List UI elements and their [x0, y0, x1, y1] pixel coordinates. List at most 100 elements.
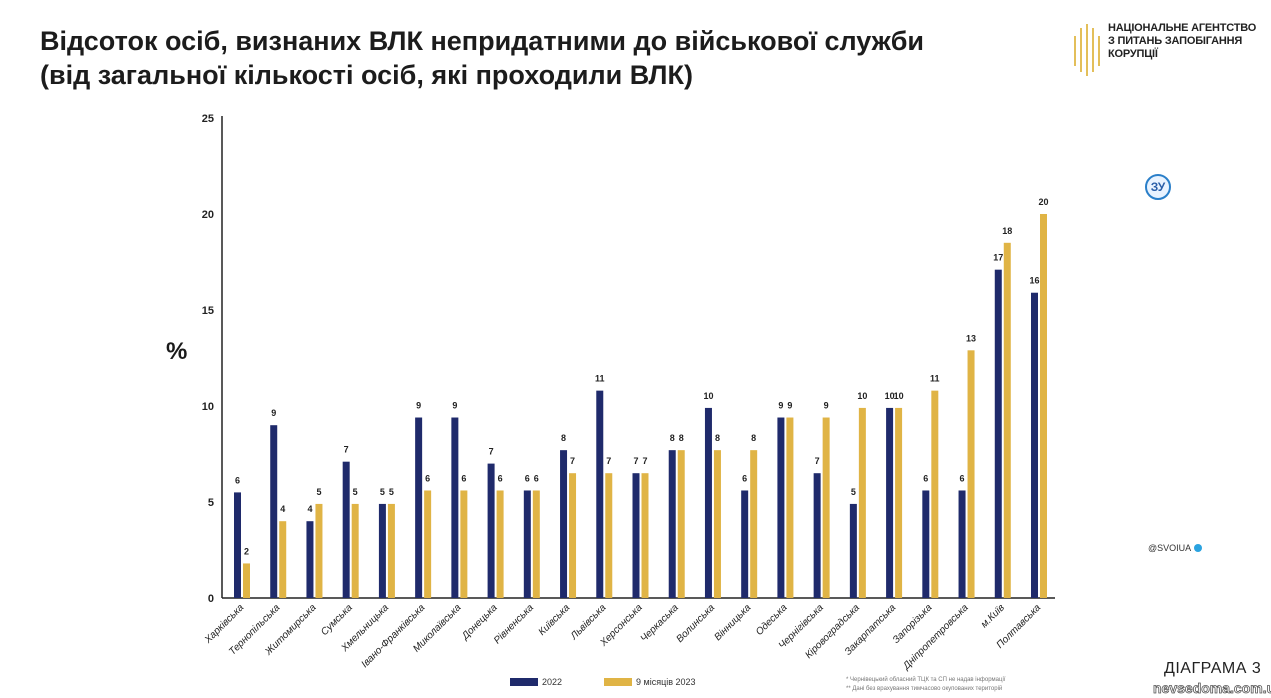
data-label: 17 [993, 253, 1003, 263]
data-label: 10 [703, 391, 713, 401]
nazk-logo: НАЦІОНАЛЬНЕ АГЕНТСТВО З ПИТАНЬ ЗАПОБІГАН… [1072, 22, 1256, 78]
footnotes: * Чернівецький обласний ТЦК та СП не над… [846, 676, 1005, 694]
data-label: 16 [1029, 276, 1039, 286]
data-label: 5 [389, 487, 394, 497]
bar-2022 [704, 407, 712, 598]
bar-2023 [1040, 214, 1047, 598]
bar-2022 [741, 490, 749, 598]
data-label: 7 [606, 456, 611, 466]
social-handle: @SVOIUA [1148, 543, 1203, 553]
bar-2022 [560, 450, 568, 598]
logo-line: НАЦІОНАЛЬНЕ АГЕНТСТВО [1108, 22, 1257, 34]
legend: 2022 9 місяців 2023 [510, 677, 696, 687]
x-tick-label: Дніпропетровська [900, 602, 970, 672]
data-label: 6 [498, 473, 503, 483]
bar-2023 [460, 490, 468, 598]
bar-2023 [351, 503, 359, 598]
bar-2022 [596, 390, 604, 598]
bar-2023 [750, 450, 758, 598]
legend-swatch-2023 [604, 678, 633, 686]
data-label: 9 [787, 401, 792, 411]
x-tick-label: Одеська [754, 602, 790, 638]
emblem-text: ЗУ [1150, 180, 1166, 194]
data-label: 7 [815, 456, 820, 466]
x-tick-label: Сумська [319, 602, 355, 638]
data-label: 8 [751, 433, 756, 443]
data-label: 7 [642, 456, 647, 466]
bar-2022 [813, 473, 821, 598]
bar-2022 [994, 269, 1002, 598]
logo-line: З ПИТАНЬ ЗАПОБІГАННЯ [1108, 35, 1243, 47]
bar-2023 [315, 503, 323, 598]
bar-2022 [523, 490, 531, 598]
y-axis-label: % [166, 338, 188, 365]
data-label: 11 [930, 374, 940, 384]
bar-2023 [279, 521, 287, 598]
x-tick-label: м.Київ [979, 602, 1007, 630]
data-label: 7 [489, 447, 494, 457]
data-label: 8 [561, 433, 566, 443]
footnote: ** Дані без врахування тимчасово окупова… [846, 686, 1003, 692]
x-tick-label: Київська [537, 602, 573, 638]
bar-2022 [415, 417, 423, 598]
y-tick-label: 25 [202, 113, 214, 125]
bar-2022 [306, 521, 314, 598]
bar-2022 [1031, 292, 1038, 598]
data-label: 6 [525, 473, 530, 483]
data-label: 20 [1038, 197, 1048, 207]
x-tick-label: Івано-Франківська [360, 602, 428, 670]
data-label: 6 [461, 473, 466, 483]
data-label: 6 [960, 473, 965, 483]
data-label: 5 [316, 487, 321, 497]
data-label: 8 [670, 433, 675, 443]
bar-2023 [424, 490, 432, 598]
handle-text: @SVOIUA [1148, 543, 1192, 553]
data-label: 7 [344, 445, 349, 455]
bar-2023 [931, 390, 939, 598]
legend-swatch-2022 [510, 678, 538, 686]
bar-2022 [668, 450, 676, 598]
bar-2023 [967, 350, 975, 598]
bar-2022 [632, 473, 640, 598]
bar-2023 [532, 490, 540, 598]
footnote: * Чернівецький обласний ТЦК та СП не над… [846, 677, 1006, 683]
bar-2022 [958, 490, 966, 598]
bar-2023 [496, 490, 504, 598]
bar-2022 [487, 463, 495, 598]
bar-2023 [1003, 242, 1011, 599]
data-label: 13 [966, 333, 976, 343]
data-label: 9 [271, 408, 276, 418]
bar-2022 [922, 490, 930, 598]
bar-2022 [270, 425, 278, 598]
y-tick-label: 5 [208, 497, 214, 509]
legend-label-2023: 9 місяців 2023 [636, 677, 696, 687]
emblem-icon: ЗУ [1145, 174, 1171, 200]
data-label: 6 [923, 473, 928, 483]
bar-2023 [858, 407, 866, 598]
bar-2022 [234, 492, 241, 598]
data-label: 9 [452, 401, 457, 411]
diagram-label: ДІАГРАМА 3 [1164, 660, 1262, 677]
x-tick-label: Вінницька [712, 602, 753, 643]
bar-2022 [886, 407, 894, 598]
bar-2023 [569, 473, 577, 598]
y-tick-label: 0 [208, 593, 214, 605]
page-title: Відсоток осіб, визнаних ВЛК непридатними… [40, 26, 925, 90]
data-label: 10 [885, 391, 895, 401]
telegram-icon [1194, 544, 1203, 552]
bar-2023 [677, 450, 685, 598]
data-label: 11 [595, 374, 605, 384]
bar-2023 [387, 503, 395, 598]
bar-2023 [822, 417, 830, 598]
data-label: 9 [778, 401, 783, 411]
bar-2022 [777, 417, 785, 598]
x-tick-label: Рівненська [492, 602, 536, 646]
data-label: 5 [380, 487, 385, 497]
data-label: 6 [534, 473, 539, 483]
data-label: 6 [742, 473, 747, 483]
logo-mark-icon [1074, 24, 1100, 76]
bar-2022 [378, 503, 386, 598]
legend-label-2022: 2022 [542, 677, 563, 687]
bar-2023 [895, 407, 903, 598]
